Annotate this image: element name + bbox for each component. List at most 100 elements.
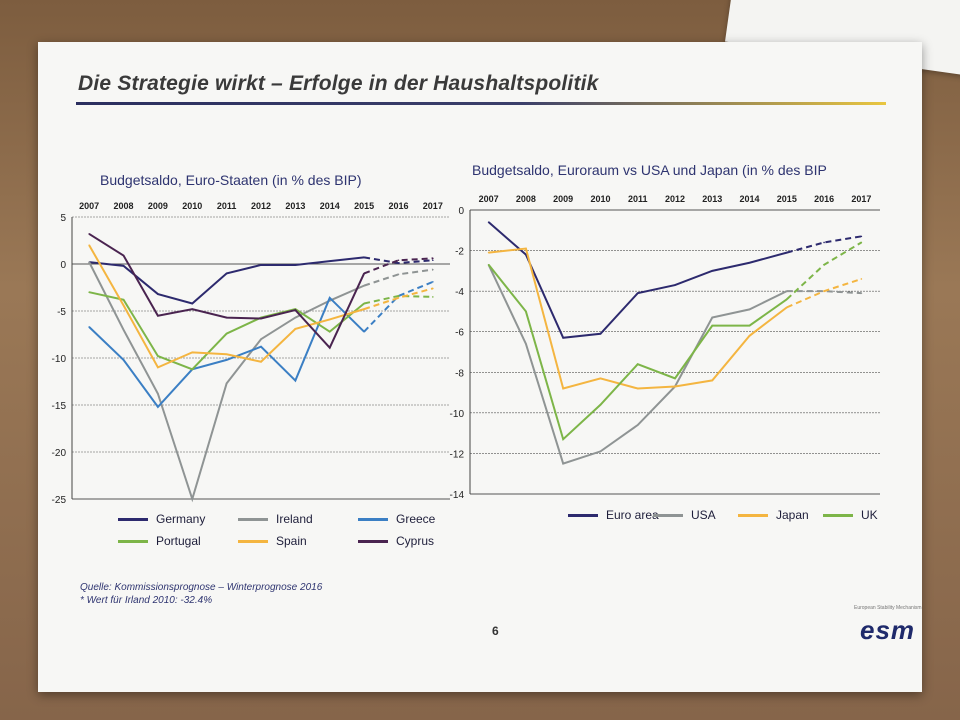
chart2-point-uk (562, 438, 564, 441)
chart1-point-cyprus (328, 346, 331, 349)
chart2-point-japan (748, 334, 751, 337)
chart1-y-tick-label: -20 (52, 448, 67, 459)
chart2-legend-item: UK (823, 508, 878, 522)
chart2-point-japan (674, 385, 676, 388)
chart1-x-tick-label: 2013 (285, 201, 305, 211)
chart1-point-germany (397, 262, 400, 264)
chart2-point-japan (860, 278, 863, 280)
chart1-x-tick-label: 2011 (217, 201, 237, 211)
chart1-point-ireland (122, 329, 125, 331)
chart2-y-tick-label: -4 (455, 287, 464, 298)
chart2-y-tick-label: 0 (458, 206, 464, 217)
chart2-y-tick-label: -12 (450, 449, 465, 460)
slide-title: Die Strategie wirkt – Erfolge in der Hau… (78, 72, 599, 95)
chart1-forecast-cyprus (363, 257, 433, 275)
chart1-point-cyprus (157, 314, 159, 317)
chart1-x-tick-label: 2012 (251, 201, 271, 211)
chart1-x-tick-label: 2007 (79, 201, 99, 211)
chart2-point-uk (636, 363, 639, 365)
chart2-point-uk (487, 263, 490, 266)
chart1-point-ireland (432, 268, 434, 271)
chart1-legend-item: Portugal (118, 534, 201, 548)
chart1-point-portugal (191, 368, 194, 371)
slide: Die Strategie wirkt – Erfolge in der Hau… (38, 42, 922, 692)
chart1-y-tick-label: -15 (52, 401, 67, 412)
chart2-point-usa (860, 292, 863, 294)
chart1-point-portugal (397, 295, 400, 297)
chart1-forecast-ireland (363, 268, 433, 287)
chart2-x-tick-label: 2016 (814, 194, 834, 204)
chart2-point-japan (786, 306, 788, 309)
chart2-point-uk (599, 403, 602, 406)
chart1-x-tick-label: 2008 (114, 201, 134, 211)
chart2-x-tick-label: 2007 (479, 194, 499, 204)
chart1-point-cyprus (225, 316, 228, 319)
legend-label: Japan (776, 508, 809, 522)
chart2-y-tick-label: -14 (450, 490, 465, 501)
legend-label: Greece (396, 512, 436, 526)
chart1-point-spain (122, 304, 125, 307)
chart1-x-tick-label: 2014 (320, 201, 340, 211)
chart2-legend-item: Euro area (568, 508, 659, 522)
chart1-point-spain (260, 360, 262, 363)
chart1-point-cyprus (363, 272, 365, 275)
chart1-y-tick-label: -10 (52, 354, 67, 365)
legend-swatch (568, 514, 598, 518)
chart1-point-spain (397, 297, 400, 299)
chart2-point-euro-area (860, 235, 863, 238)
legend-label: UK (861, 508, 878, 522)
logo-subtitle: European Stability Mechanism (854, 605, 922, 611)
chart1-legend-item: Cyprus (358, 534, 434, 548)
chart1-point-germany (191, 302, 194, 305)
chart1-point-cyprus (294, 309, 297, 311)
chart1-point-germany (225, 272, 228, 275)
page-number: 6 (492, 624, 499, 638)
chart1-point-greece (294, 379, 297, 382)
chart2-point-euro-area (674, 284, 676, 286)
chart1-point-ireland (191, 498, 194, 500)
chart1-x-tick-label: 2017 (423, 201, 443, 211)
chart2-point-japan (525, 247, 527, 250)
chart1-point-ireland (397, 273, 400, 276)
chart1-point-spain (191, 351, 194, 354)
chart2-point-japan (487, 251, 490, 254)
chart1-x-tick-label: 2010 (182, 201, 202, 211)
chart2-forecast-usa (786, 290, 862, 295)
chart1-title: Budgetsaldo, Euro-Staaten (in % des BIP) (100, 172, 362, 188)
legend-label: Ireland (276, 512, 313, 526)
chart2-y-tick-label: -10 (450, 409, 465, 420)
footnote: * Wert für Irland 2010: -32.4% (80, 595, 213, 606)
legend-swatch (653, 514, 683, 518)
chart2-x-tick-label: 2017 (851, 194, 871, 204)
legend-swatch (238, 540, 268, 544)
chart1-x-tick-label: 2009 (148, 201, 168, 211)
legend-swatch (823, 514, 853, 518)
chart1-point-germany (122, 265, 125, 267)
chart1-point-greece (260, 345, 262, 348)
chart1-point-greece (88, 326, 90, 328)
chart1-legend-item: Ireland (238, 512, 313, 526)
chart2-point-japan (599, 377, 602, 380)
legend-swatch (118, 518, 148, 522)
chart2-point-usa (786, 290, 788, 292)
chart1-y-tick-label: -5 (57, 307, 66, 318)
legend-label: Portugal (156, 534, 201, 548)
chart1-point-portugal (363, 302, 365, 305)
chart1-x-tick-label: 2016 (388, 201, 408, 211)
chart2-point-usa (711, 316, 714, 319)
chart1-point-spain (328, 318, 331, 321)
chart2-point-uk (860, 241, 863, 244)
chart1-point-ireland (363, 284, 365, 287)
chart1-forecast-greece (363, 280, 434, 333)
chart2-point-uk (711, 324, 714, 327)
chart2-point-uk (674, 377, 676, 380)
chart1-point-portugal (122, 298, 125, 301)
chart2-title: Budgetsaldo, Euroraum vs USA und Japan (… (472, 162, 827, 178)
chart2-point-euro-area (599, 332, 602, 335)
chart2-legend-item: Japan (738, 508, 809, 522)
title-rule (76, 102, 886, 105)
chart2-y-tick-label: -2 (455, 247, 464, 258)
chart1-point-cyprus (122, 254, 125, 257)
chart2-point-usa (599, 450, 602, 453)
chart1-y-tick-label: -25 (52, 495, 67, 506)
